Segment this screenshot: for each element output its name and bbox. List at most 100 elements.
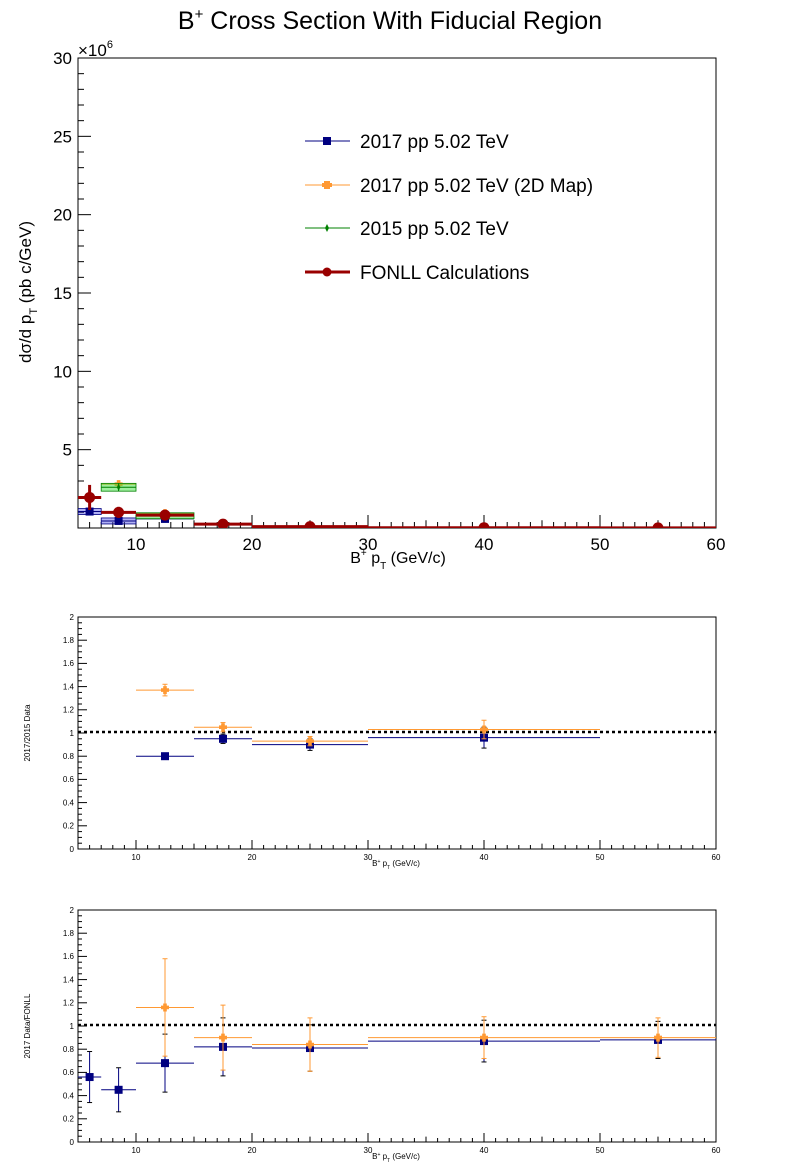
top-data-point (84, 491, 96, 503)
bot-data-point (306, 1040, 315, 1049)
bot-y-tick-label: 2 (70, 906, 75, 915)
mid-x-tick-label: 10 (132, 853, 141, 862)
top-y-tick-label: 25 (53, 127, 72, 146)
bot-points-group (78, 958, 716, 1113)
bot-data-point (654, 1033, 662, 1042)
legend: 2017 pp 5.02 TeV 2017 pp 5.02 TeV (2D Ma… (305, 132, 593, 284)
mid-y-tick-label: 0 (70, 845, 75, 854)
bot-x-tick-label: 20 (248, 1146, 257, 1155)
mid-y-tick-label: 1.4 (63, 682, 75, 691)
bot-x-axis-label-main: B (372, 1152, 377, 1161)
top-y-axis-label-sub: T (28, 308, 40, 315)
bot-data-point (114, 1085, 123, 1094)
mid-panel: 10 20 30 40 50 60 0 0.2 0.4 0.6 0.8 1 1.2 1.4 1.6 1.8 2 (63, 613, 721, 862)
top-series-3 (78, 484, 716, 528)
top-data-point (159, 509, 171, 521)
bot-data-point (219, 1033, 227, 1042)
bot-x-tick-label: 60 (712, 1146, 721, 1155)
bot-data-point (161, 1003, 169, 1012)
mid-data-point (219, 734, 227, 743)
bot-x-axis-label-rest: (GeV/c) (390, 1152, 420, 1161)
mid-data-point (161, 686, 169, 695)
mid-x-tick-label: 20 (248, 853, 257, 862)
bot-x-axis-label-sub: T (387, 1158, 390, 1164)
legend-label-2017-2dmap: 2017 pp 5.02 TeV (2D Map) (360, 176, 593, 197)
mid-x-axis-label-sub: T (387, 865, 390, 871)
top-plot-frame (77, 57, 717, 529)
bot-y-tick-label: 1.2 (63, 999, 75, 1008)
bot-x-tick-label: 40 (480, 1146, 489, 1155)
top-y-axis-label-main: dσ/d p (16, 315, 35, 363)
mid-y-tick-label: 0.6 (63, 775, 75, 784)
mid-y-tick-label: 1.2 (63, 706, 75, 715)
top-x-tick-label: 50 (591, 535, 610, 554)
chart-title: B+ Cross Section With Fiducial Region (178, 6, 602, 35)
top-panel: 10 20 30 40 50 60 5 10 15 20 25 30 (53, 49, 725, 554)
legend-marker-2017-2dmap (322, 181, 332, 189)
bot-y-tick-label: 1.4 (63, 975, 75, 984)
chart-title-rest: Cross Section With Fiducial Region (203, 7, 602, 35)
bot-series-1 (136, 958, 716, 1072)
mid-data-point (480, 725, 489, 734)
top-y-tick-label: 30 (53, 49, 72, 68)
y-multiplier-exp: 6 (107, 39, 113, 51)
bot-y-tick-label: 1.6 (63, 952, 75, 961)
top-data-point (217, 518, 229, 528)
mid-y-axis-label: 2017/2015 Data (23, 704, 32, 761)
bot-series-0 (78, 1017, 716, 1113)
top-data-point (85, 507, 94, 516)
legend-label-2015: 2015 pp 5.02 TeV (360, 219, 509, 240)
top-data-point (478, 522, 490, 528)
top-points-group (78, 480, 716, 528)
top-series-2 (100, 482, 600, 528)
legend-marker-2015 (325, 224, 329, 232)
bot-y-tick-label: 1.8 (63, 929, 75, 938)
legend-marker-2017 (323, 137, 331, 145)
top-x-axis-label-main: B (350, 550, 361, 567)
mid-x-tick-label: 50 (596, 853, 605, 862)
bot-x-axis-label-mid: p (380, 1152, 387, 1161)
top-x-tick-label: 40 (475, 535, 494, 554)
top-x-axis-label-sub: T (380, 561, 386, 572)
top-x-axis-label-sup: + (361, 548, 367, 559)
mid-points-group (136, 683, 600, 761)
mid-data-point (306, 737, 315, 746)
chart-title-sup: + (195, 6, 204, 23)
top-x-axis-label: B+ pT (GeV/c) (350, 548, 446, 572)
top-x-tick-label: 20 (243, 535, 262, 554)
bot-y-tick-label: 0.4 (63, 1091, 75, 1100)
mid-x-tick-label: 40 (480, 853, 489, 862)
top-data-point (304, 521, 316, 528)
mid-x-axis-label: B+ pT (GeV/c) (372, 859, 420, 871)
bot-panel: 10 20 30 40 50 60 0 0.2 0.4 0.6 0.8 1 1.2 1.4 1.6 1.8 2 (63, 906, 721, 1155)
bot-x-tick-label: 10 (132, 1146, 141, 1155)
bot-x-tick-label: 30 (364, 1146, 373, 1155)
top-y-axis-label-rest: (pb c/GeV) (16, 221, 35, 308)
top-data-point (117, 483, 121, 492)
mid-data-point (161, 752, 169, 761)
bot-x-axis-label: B+ pT (GeV/c) (372, 1152, 420, 1164)
mid-y-tick-label: 1.8 (63, 636, 75, 645)
mid-y-tick-label: 1.6 (63, 659, 75, 668)
mid-y-tick-label: 1 (70, 729, 75, 738)
mid-y-tick-label: 0.8 (63, 752, 75, 761)
mid-data-point (219, 723, 227, 732)
mid-y-tick-label: 0.4 (63, 798, 75, 807)
top-y-axis-label: dσ/d pT (pb c/GeV) (16, 221, 40, 363)
top-x-tick-label: 60 (707, 535, 726, 554)
top-y-tick-label: 15 (53, 284, 72, 303)
mid-x-axis-label-rest: (GeV/c) (390, 859, 420, 868)
mid-x-tick-label: 30 (364, 853, 373, 862)
top-x-tick-label: 30 (359, 535, 378, 554)
bot-data-point (85, 1073, 94, 1082)
bot-x-tick-label: 50 (596, 1146, 605, 1155)
chart-title-main: B (178, 7, 195, 35)
mid-x-axis-label-mid: p (380, 859, 387, 868)
bot-data-point (161, 1059, 169, 1068)
bot-y-tick-label: 0.8 (63, 1045, 75, 1054)
bot-data-point (480, 1033, 489, 1042)
top-x-axis-label-mid: p (367, 550, 380, 567)
y-multiplier-base: ×10 (78, 41, 107, 60)
